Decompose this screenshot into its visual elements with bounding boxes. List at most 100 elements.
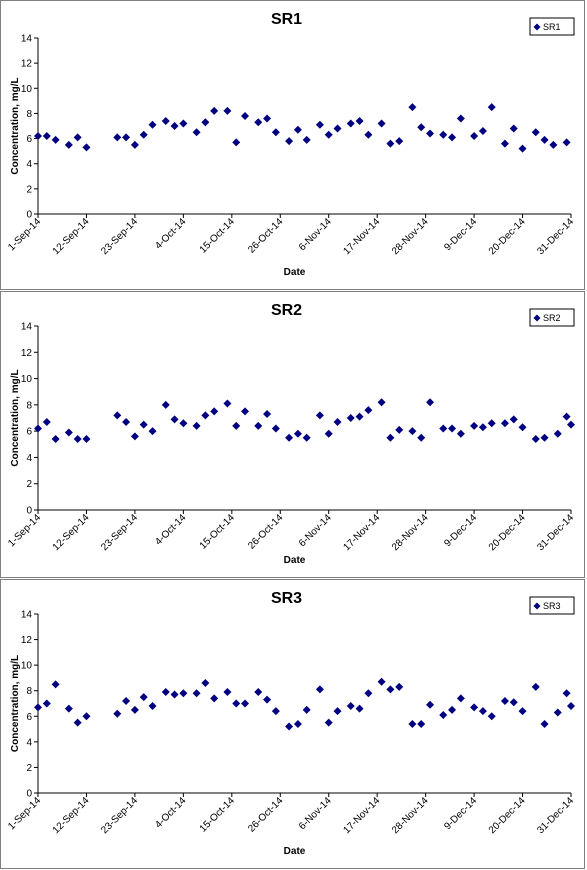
x-tick-label: 12-Sep-14	[51, 795, 92, 836]
data-point	[408, 427, 417, 436]
y-axis-title: Concentration, mg/L	[10, 369, 21, 466]
data-point	[478, 707, 487, 716]
data-point	[408, 103, 417, 112]
chart-panel-sr3: SR3 SR3 0 2 4 6 8 10 12 14 1-Sep-14 12-Sep-14 23-Sep…	[0, 579, 585, 869]
data-point	[333, 707, 342, 716]
data-point	[487, 712, 496, 721]
data-point	[82, 435, 91, 444]
data-point	[241, 111, 250, 120]
x-tick-label: 31-Dec-14	[535, 216, 576, 257]
data-point	[324, 718, 333, 727]
x-tick-label: 1-Sep-14	[6, 795, 43, 832]
x-axis-title: Date	[284, 267, 306, 278]
data-point	[223, 399, 232, 408]
data-point	[223, 106, 232, 115]
data-point	[439, 711, 448, 720]
data-point	[500, 139, 509, 148]
data-point	[148, 427, 157, 436]
x-tick-label: 23-Sep-14	[99, 216, 140, 257]
data-point	[82, 712, 91, 721]
x-tick-label: 6-Nov-14	[297, 512, 334, 549]
data-point	[562, 138, 571, 147]
data-point	[386, 139, 395, 148]
x-tick-label: 23-Sep-14	[99, 795, 140, 836]
legend-box	[529, 17, 575, 36]
data-point	[302, 433, 311, 442]
x-tick-label: 26-Oct-14	[246, 216, 286, 256]
data-point	[333, 124, 342, 133]
x-tick-label: 15-Oct-14	[198, 216, 238, 256]
data-point	[417, 719, 426, 728]
data-point	[518, 707, 527, 716]
data-point	[113, 709, 122, 718]
data-point	[113, 133, 122, 142]
x-tick-label: 12-Sep-14	[51, 512, 92, 553]
legend-marker	[533, 23, 541, 31]
data-point	[333, 417, 342, 426]
data-point	[42, 417, 51, 426]
data-point	[456, 694, 465, 703]
data-point	[439, 424, 448, 433]
data-point	[82, 143, 91, 152]
data-point	[293, 125, 302, 134]
data-point	[417, 433, 426, 442]
x-tick-label: 28-Nov-14	[390, 795, 431, 836]
data-point	[148, 120, 157, 129]
data-point	[470, 132, 479, 141]
data-point	[324, 429, 333, 438]
data-point	[302, 135, 311, 144]
data-point	[139, 130, 148, 139]
x-tick-label: 9-Dec-14	[442, 216, 479, 253]
data-point	[170, 415, 179, 424]
x-tick-label: 26-Oct-14	[246, 795, 286, 835]
data-point	[364, 406, 373, 415]
x-tick-label: 9-Dec-14	[442, 512, 479, 549]
data-point	[210, 407, 219, 416]
legend-label: SR2	[543, 313, 561, 323]
data-point	[509, 698, 518, 707]
data-point	[540, 719, 549, 728]
y-tick-label: 14	[21, 610, 33, 621]
y-tick-label: 14	[21, 322, 33, 333]
data-point	[487, 103, 496, 112]
y-tick-label: 0	[26, 789, 32, 800]
y-tick-label: 2	[26, 479, 32, 490]
data-point	[478, 423, 487, 432]
x-tick-label: 4-Oct-14	[153, 795, 189, 831]
data-point	[448, 424, 457, 433]
data-point	[518, 423, 527, 432]
data-point	[51, 135, 60, 144]
data-point	[34, 424, 42, 433]
data-point	[377, 398, 386, 407]
data-point	[254, 421, 263, 430]
x-tick-label: 6-Nov-14	[297, 216, 334, 253]
data-point	[315, 120, 324, 129]
data-point	[562, 412, 571, 421]
chart-title: SR1	[271, 11, 302, 28]
y-tick-label: 4	[26, 159, 32, 170]
data-point	[254, 118, 263, 127]
data-point	[122, 696, 131, 705]
data-point	[113, 411, 122, 420]
data-point	[161, 687, 170, 696]
data-point	[395, 682, 404, 691]
data-point	[34, 132, 42, 141]
data-point	[285, 433, 294, 442]
data-point	[315, 411, 324, 420]
legend: SR2	[529, 308, 575, 327]
x-tick-label: 4-Oct-14	[153, 512, 189, 548]
data-point	[315, 685, 324, 694]
data-point	[293, 719, 302, 728]
data-point	[456, 429, 465, 438]
data-point	[201, 118, 210, 127]
data-point	[531, 435, 540, 444]
data-point	[201, 679, 210, 688]
data-point	[531, 682, 540, 691]
chart-title: SR2	[271, 302, 302, 319]
chart-panel-sr2: SR2 SR2 0 2 4 6 8 10 12 14 1-Sep-14 12-Sep-14 23-Sep…	[0, 291, 585, 578]
data-point	[263, 695, 272, 704]
legend: SR3	[529, 596, 575, 615]
data-point	[232, 699, 241, 708]
y-tick-label: 6	[26, 427, 32, 438]
data-point	[73, 718, 82, 727]
